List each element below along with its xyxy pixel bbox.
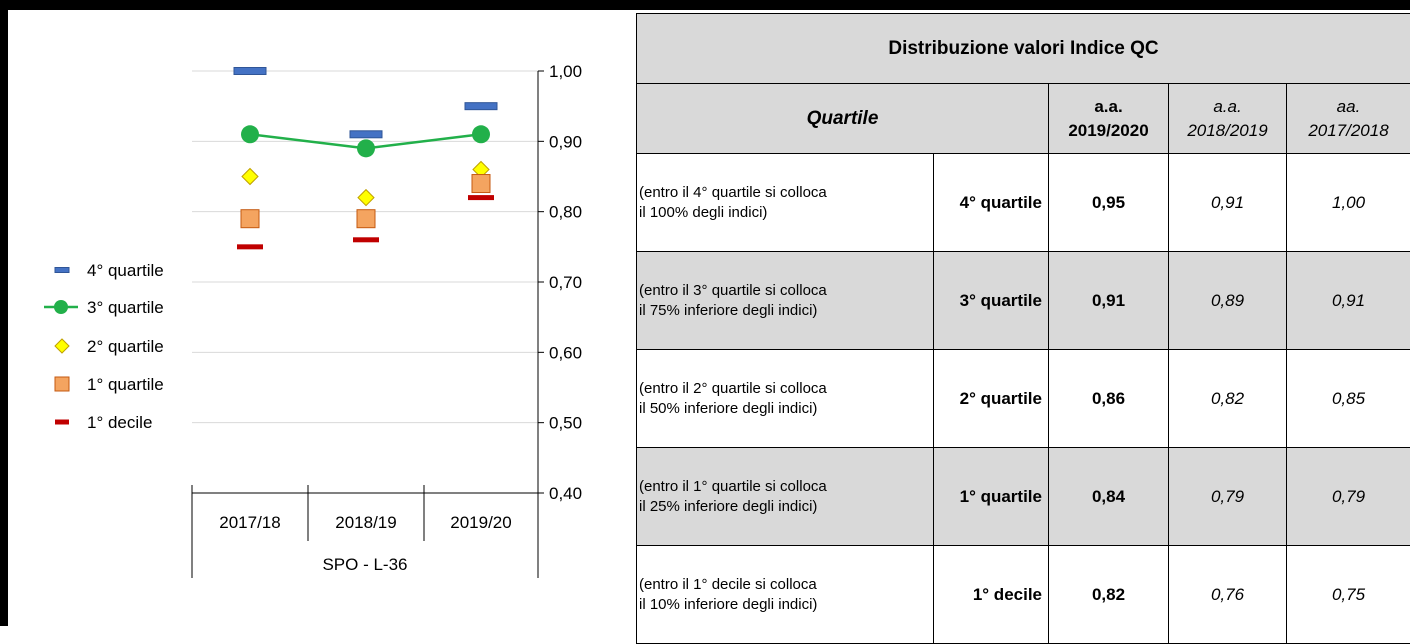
quartile-header: Quartile	[637, 84, 1049, 154]
value-2017: 0,79	[1287, 448, 1410, 546]
x-tick-label: 2019/20	[450, 513, 511, 532]
value-2018: 0,89	[1169, 252, 1287, 350]
value-2019: 0,86	[1049, 350, 1169, 448]
col-header-2019: a.a.2019/2020	[1049, 84, 1169, 154]
legend-label: 2° quartile	[87, 337, 164, 356]
col-header-2018: a.a.2018/2019	[1169, 84, 1287, 154]
table-row: (entro il 2° quartile si colloca il 50% …	[637, 350, 1410, 448]
data-point	[234, 68, 266, 75]
legend-marker	[55, 339, 69, 353]
table-row: (entro il 4° quartile si colloca il 100%…	[637, 154, 1410, 252]
table-row: (entro il 3° quartile si colloca il 75% …	[637, 252, 1410, 350]
legend-marker	[54, 300, 68, 314]
y-tick-label: 0,40	[549, 484, 582, 503]
value-2018: 0,82	[1169, 350, 1287, 448]
x-tick-label: 2018/19	[335, 513, 396, 532]
y-tick-label: 0,80	[549, 203, 582, 222]
table-title: Distribuzione valori Indice QC	[637, 14, 1410, 84]
value-2019: 0,82	[1049, 546, 1169, 644]
legend-marker	[55, 420, 69, 425]
y-tick-label: 0,60	[549, 343, 582, 362]
x-group-label: SPO - L-36	[322, 555, 407, 574]
col-header-2017: aa.2017/2018	[1287, 84, 1410, 154]
y-axis: 1,00 0,90 0,80 0,70 0,60 0,50 0,40	[538, 62, 582, 503]
value-2019: 0,91	[1049, 252, 1169, 350]
data-point	[350, 131, 382, 138]
table-row: (entro il 1° decile si colloca il 10% in…	[637, 546, 1410, 644]
data-point	[472, 175, 490, 193]
legend: 4° quartile 3° quartile 2° quartile 1° quar…	[44, 261, 164, 432]
row-quartile-name: 1° decile	[934, 546, 1049, 644]
y-tick-label: 0,90	[549, 132, 582, 151]
value-2018: 0,91	[1169, 154, 1287, 252]
y-tick-label: 0,50	[549, 414, 582, 433]
row-quartile-name: 2° quartile	[934, 350, 1049, 448]
row-description: (entro il 2° quartile si colloca il 50% …	[637, 350, 934, 448]
row-quartile-name: 3° quartile	[934, 252, 1049, 350]
value-2017: 1,00	[1287, 154, 1410, 252]
x-axis: 2017/18 2018/19 2019/20 SPO - L-36	[192, 485, 538, 578]
row-quartile-name: 4° quartile	[934, 154, 1049, 252]
value-2018: 0,79	[1169, 448, 1287, 546]
data-point	[237, 244, 263, 249]
y-tick-label: 0,70	[549, 273, 582, 292]
data-point	[472, 125, 490, 143]
legend-label: 1° decile	[87, 413, 152, 432]
table-row: (entro il 1° quartile si colloca il 25% …	[637, 448, 1410, 546]
x-tick-label: 2017/18	[219, 513, 280, 532]
value-2018: 0,76	[1169, 546, 1287, 644]
data-point	[242, 169, 258, 185]
row-description: (entro il 3° quartile si colloca il 75% …	[637, 252, 934, 350]
value-2019: 0,84	[1049, 448, 1169, 546]
data-point	[353, 237, 379, 242]
data-point	[465, 103, 497, 110]
data-point	[241, 210, 259, 228]
legend-label: 3° quartile	[87, 298, 164, 317]
row-quartile-name: 1° quartile	[934, 448, 1049, 546]
data-point	[357, 139, 375, 157]
data-point	[241, 125, 259, 143]
y-tick-label: 1,00	[549, 62, 582, 81]
chart-marks	[234, 68, 497, 250]
value-2017: 0,75	[1287, 546, 1410, 644]
legend-marker	[55, 377, 69, 391]
value-2017: 0,91	[1287, 252, 1410, 350]
data-point	[468, 195, 494, 200]
data-point	[358, 190, 374, 206]
distribution-table: Distribuzione valori Indice QC Quartile …	[636, 13, 1410, 644]
row-description: (entro il 1° decile si colloca il 10% in…	[637, 546, 934, 644]
row-description: (entro il 1° quartile si colloca il 25% …	[637, 448, 934, 546]
legend-label: 4° quartile	[87, 261, 164, 280]
value-2017: 0,85	[1287, 350, 1410, 448]
data-point	[357, 210, 375, 228]
row-description: (entro il 4° quartile si colloca il 100%…	[637, 154, 934, 252]
legend-marker	[55, 268, 69, 273]
value-2019: 0,95	[1049, 154, 1169, 252]
legend-label: 1° quartile	[87, 375, 164, 394]
